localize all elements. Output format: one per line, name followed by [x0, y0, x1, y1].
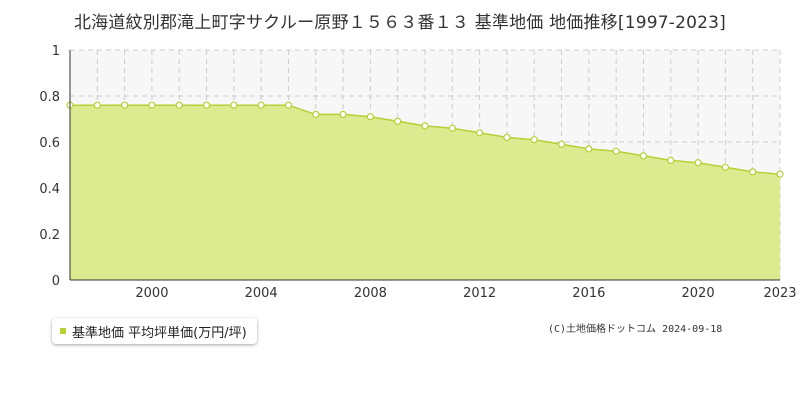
data-point — [93, 101, 101, 109]
copyright-text: (C)土地価格ドットコム 2024-09-18 — [548, 324, 723, 335]
x-tick-label: 2020 — [682, 286, 715, 301]
data-point — [230, 101, 238, 109]
data-point — [421, 122, 429, 130]
data-point — [776, 170, 784, 178]
data-point — [366, 113, 374, 121]
x-tick-label: 2008 — [354, 286, 387, 301]
y-tick-label: 0.6 — [39, 136, 60, 151]
x-tick-label: 2012 — [463, 286, 496, 301]
data-point — [585, 145, 593, 153]
y-tick-label: 1 — [52, 44, 60, 59]
data-point — [257, 101, 265, 109]
data-point — [667, 156, 675, 164]
data-point — [339, 110, 347, 119]
series-area — [70, 105, 780, 280]
y-tick-label: 0.4 — [39, 182, 60, 197]
data-point — [694, 159, 702, 167]
chart-title: 北海道紋別郡滝上町字サクルー原野１５６３番１３ 基準地価 地価推移[1997-2… — [73, 13, 727, 33]
data-point — [312, 110, 320, 119]
x-tick-label: 2000 — [135, 286, 168, 301]
data-point — [557, 140, 566, 148]
data-point — [121, 101, 129, 109]
legend-label: 基準地価 平均坪単価(万円/坪) — [72, 325, 247, 341]
data-point — [503, 133, 511, 141]
data-point — [175, 101, 183, 109]
y-tick-label: 0.8 — [39, 90, 60, 105]
data-point — [530, 136, 538, 144]
legend-marker — [60, 328, 66, 334]
data-point — [284, 101, 293, 109]
x-tick-label: 2016 — [572, 286, 605, 301]
data-point — [394, 117, 402, 125]
y-tick-label: 0.2 — [39, 228, 60, 243]
data-point — [721, 163, 729, 171]
legend: 基準地価 平均坪単価(万円/坪) — [52, 318, 257, 344]
data-point — [749, 168, 757, 176]
data-point — [148, 101, 156, 109]
x-tick-label: 2004 — [245, 286, 278, 301]
data-point — [612, 147, 620, 155]
x-tick-label: 2023 — [763, 286, 796, 301]
data-point — [448, 124, 456, 132]
data-point — [202, 101, 211, 109]
data-point — [476, 129, 484, 137]
y-tick-label: 0 — [52, 274, 60, 289]
data-point — [639, 152, 648, 160]
